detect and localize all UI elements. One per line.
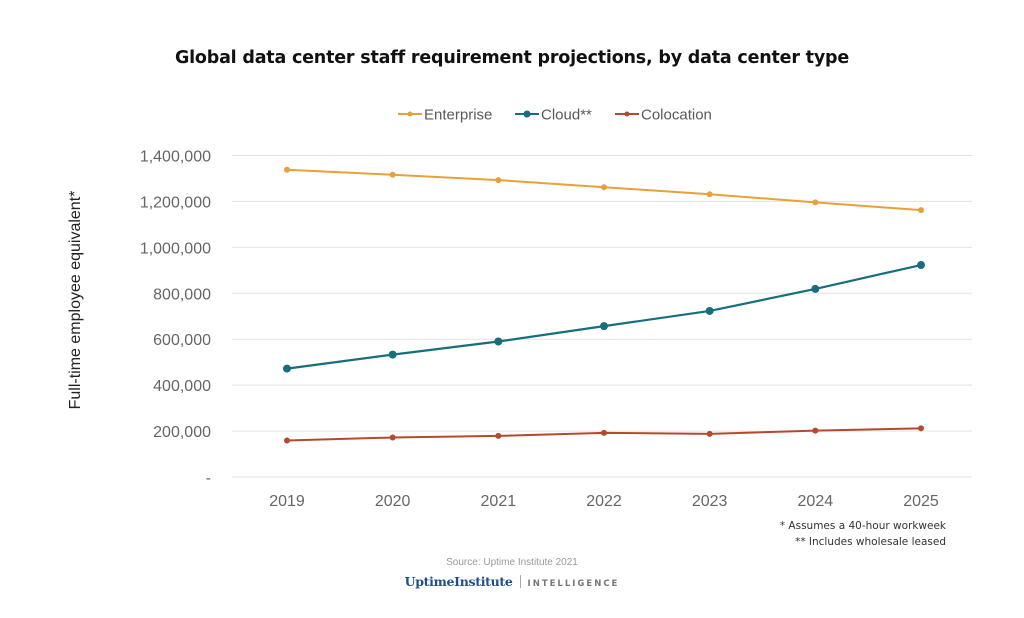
legend-swatch-marker [407, 111, 413, 117]
legend-item: Cloud** [515, 107, 592, 124]
data-point [601, 184, 607, 191]
y-tick-label: 1,200,000 [140, 194, 211, 211]
x-tick-label: 2019 [269, 493, 305, 510]
y-tick-label: 1,400,000 [140, 149, 211, 166]
data-point [284, 437, 290, 444]
series-colocation [284, 425, 924, 444]
data-point [495, 432, 502, 439]
data-point [812, 427, 819, 434]
series-cloud [283, 261, 925, 373]
x-axis-ticks: 2019 2020 2021 2022 2023 2024 2025 [269, 493, 939, 510]
legend-swatch-marker [624, 111, 630, 117]
x-tick-label: 2025 [903, 493, 939, 510]
data-point [600, 322, 608, 331]
data-point [283, 364, 291, 373]
footnote-wholesale: ** Includes wholesale leased [795, 536, 946, 548]
data-point [917, 261, 925, 270]
data-point [495, 177, 502, 184]
logo-subtitle: INTELLIGENCE [527, 579, 620, 589]
source-note: Source: Uptime Institute 2021 [446, 557, 578, 568]
legend-item: Enterprise [398, 107, 492, 124]
y-tick-label: - [206, 470, 211, 487]
data-point [918, 425, 924, 432]
data-point [284, 166, 290, 173]
logo-brand: UptimeInstitute [404, 574, 513, 589]
data-point [388, 350, 397, 359]
data-point [705, 306, 714, 315]
y-tick-label: 200,000 [153, 424, 211, 441]
logo-divider [519, 575, 521, 588]
x-tick-label: 2020 [375, 493, 411, 510]
data-point [812, 199, 819, 206]
data-point [918, 207, 924, 214]
footnote-workweek: * Assumes a 40-hour workweek [779, 520, 946, 532]
legend-label: Cloud** [541, 107, 592, 124]
series-enterprise [284, 166, 924, 214]
y-tick-label: 600,000 [153, 332, 211, 349]
y-axis-label: Full-time employee equivalent* [67, 191, 84, 410]
y-axis-ticks: - 200,000 400,000 600,000 800,000 1,000,000 1,… [140, 149, 211, 488]
series-line [286, 263, 922, 370]
y-tick-label: 400,000 [153, 378, 211, 395]
series-lines [283, 166, 925, 444]
legend-item: Colocation [615, 107, 712, 124]
y-tick-label: 1,000,000 [140, 240, 211, 257]
legend-label: Colocation [641, 107, 712, 124]
data-point [706, 430, 713, 437]
x-tick-label: 2021 [481, 493, 517, 510]
x-tick-label: 2024 [798, 493, 834, 510]
data-point [811, 284, 820, 293]
data-point [601, 429, 607, 436]
legend-label: Enterprise [424, 107, 492, 124]
data-point [389, 171, 396, 178]
uptime-logo: UptimeInstitute INTELLIGENCE [0, 573, 1024, 591]
data-point [494, 337, 503, 346]
data-point [706, 191, 713, 198]
y-tick-label: 800,000 [153, 286, 211, 303]
data-point [389, 434, 396, 441]
legend: Enterprise Cloud** Colocation [398, 107, 712, 124]
legend-swatch-marker [523, 110, 531, 118]
x-tick-label: 2023 [692, 493, 728, 510]
x-tick-label: 2022 [586, 493, 622, 510]
chart-title: Global data center staff requirement pro… [174, 48, 850, 68]
